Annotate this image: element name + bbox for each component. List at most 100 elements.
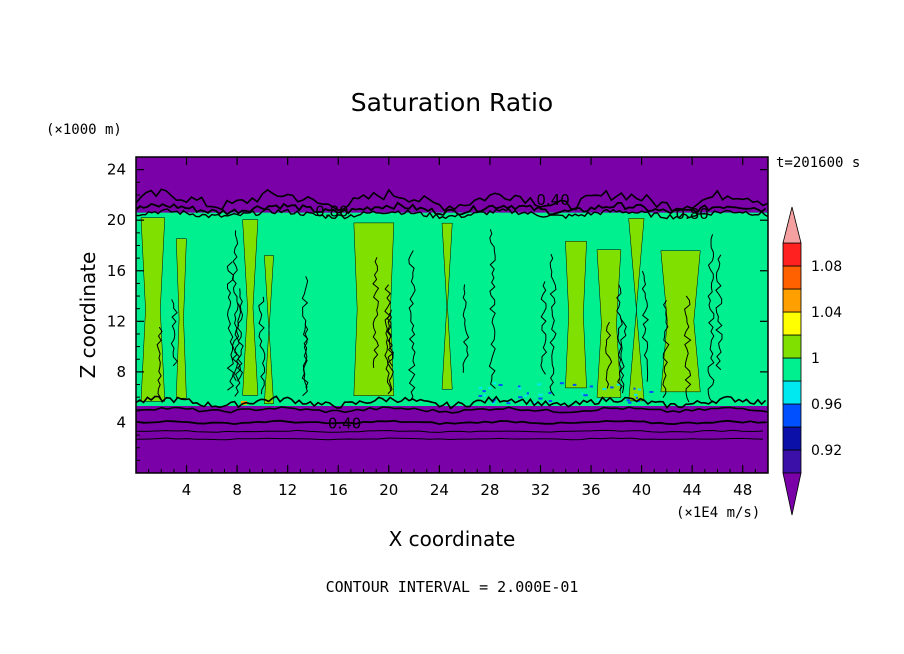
colorbar-max-triangle: [782, 206, 802, 244]
x-axis-label: X coordinate: [389, 527, 516, 551]
colorbar-tick-label: 1.08: [811, 259, 842, 275]
colorbar-min-triangle: [782, 472, 802, 516]
contour-line: [641, 270, 649, 382]
base-speckle: [589, 385, 593, 388]
base-speckle: [616, 383, 621, 386]
contour-line: [605, 321, 613, 389]
contour-labels: 0.40 0.80 0.80 0.40: [315, 191, 709, 433]
x-tick-label: 24: [430, 481, 449, 499]
contour-line: [136, 188, 768, 213]
x-tick-label: 16: [329, 481, 348, 499]
contour-line: [407, 250, 416, 402]
base-speckle: [517, 385, 521, 388]
contour-line: [136, 406, 768, 414]
base-speckle: [478, 386, 483, 389]
base-speckle: [634, 393, 638, 396]
contour-line: [136, 208, 768, 220]
x-tick-label: 20: [379, 481, 398, 499]
contour-line: [136, 395, 767, 410]
cloud-plume-6: [565, 240, 587, 389]
contour-line: [258, 296, 266, 395]
cloud-layer: [136, 212, 768, 407]
x-tick-label: 44: [683, 481, 702, 499]
time-label: t=201600 s: [776, 155, 860, 171]
y-tick-label: 8: [116, 363, 126, 381]
base-speckle: [627, 401, 632, 404]
contour-line: [372, 257, 380, 368]
base-speckle: [478, 394, 483, 397]
contour-line: [301, 276, 309, 397]
base-speckle: [538, 393, 543, 396]
base-speckle: [518, 396, 523, 399]
base-speckle: [597, 398, 600, 401]
colorbar-cell: [782, 288, 802, 313]
contour-line: [156, 326, 163, 403]
contour-line: [715, 254, 723, 371]
x-unit-label: (×1E4 m/s): [676, 505, 760, 521]
base-speckle: [493, 382, 497, 385]
base-speckle: [610, 386, 614, 389]
x-tick-label: 40: [632, 481, 651, 499]
y-axis-label: Z coordinate: [76, 252, 100, 379]
colorbar-tick-label: 1: [811, 351, 820, 367]
contour-line: [170, 299, 178, 367]
colorbar-cell: [782, 242, 802, 267]
contour-line: [662, 300, 670, 398]
contour-line: [136, 419, 766, 426]
base-speckle: [548, 391, 552, 394]
contour-label: 0.80: [315, 202, 348, 220]
x-tick-label: 28: [480, 481, 499, 499]
colorbar-tick-label: 1.04: [811, 305, 842, 321]
chart-title: Saturation Ratio: [351, 88, 553, 117]
cloud-plume-9: [660, 250, 701, 393]
y-tick-label: 4: [116, 413, 126, 431]
cloud-plume-2: [242, 219, 259, 396]
colorbar: 1.08 1.04 1 0.96 0.92: [782, 206, 842, 516]
base-speckle: [583, 394, 588, 397]
contour-line: [488, 229, 496, 389]
contour-line: [231, 230, 240, 382]
contour-line: [384, 284, 392, 391]
base-speckle: [626, 399, 630, 402]
y-tick-label: 12: [107, 312, 126, 330]
contour-line: [226, 261, 235, 391]
contour-lines: [136, 188, 768, 441]
x-tick-label: 8: [232, 481, 242, 499]
contour-line: [302, 321, 309, 388]
x-axis-ticks: 4 8 12 16 20 24 28 32 36 40 44 48: [148, 157, 756, 499]
base-speckle: [482, 390, 486, 393]
base-speckle: [498, 384, 503, 387]
base-speckle: [635, 396, 638, 399]
contour-line: [540, 281, 548, 375]
colorbar-cell: [782, 357, 802, 382]
colorbar-cell: [782, 380, 802, 405]
base-speckle: [538, 397, 543, 400]
y-tick-label: 20: [107, 211, 126, 229]
base-speckle: [649, 390, 654, 393]
base-speckle: [637, 388, 642, 391]
x-tick-label: 12: [278, 481, 297, 499]
y-tick-label: 24: [107, 161, 126, 179]
base-speckle: [506, 402, 511, 405]
contour-line: [549, 253, 557, 396]
contour-line: [616, 284, 623, 391]
base-speckle: [526, 392, 529, 395]
contour-line: [619, 317, 627, 394]
colorbar-tick-label: 0.92: [811, 443, 842, 459]
contour-line: [707, 234, 715, 403]
cloud-plume-3: [264, 255, 274, 404]
base-speckle: [491, 400, 495, 403]
base-speckle: [548, 400, 553, 403]
y-tick-label: 16: [107, 262, 126, 280]
contour-line: [136, 437, 763, 441]
cloud-plume-5: [441, 222, 453, 390]
contour-line: [386, 309, 394, 395]
base-speckle: [581, 392, 584, 395]
heatmap-field: 0.40 0.80 0.80 0.40: [136, 157, 768, 473]
base-speckle: [533, 401, 538, 404]
contour-line: [234, 303, 242, 397]
base-speckle: [488, 387, 492, 390]
colorbar-cell: [782, 311, 802, 336]
colorbar-cell: [782, 334, 802, 359]
